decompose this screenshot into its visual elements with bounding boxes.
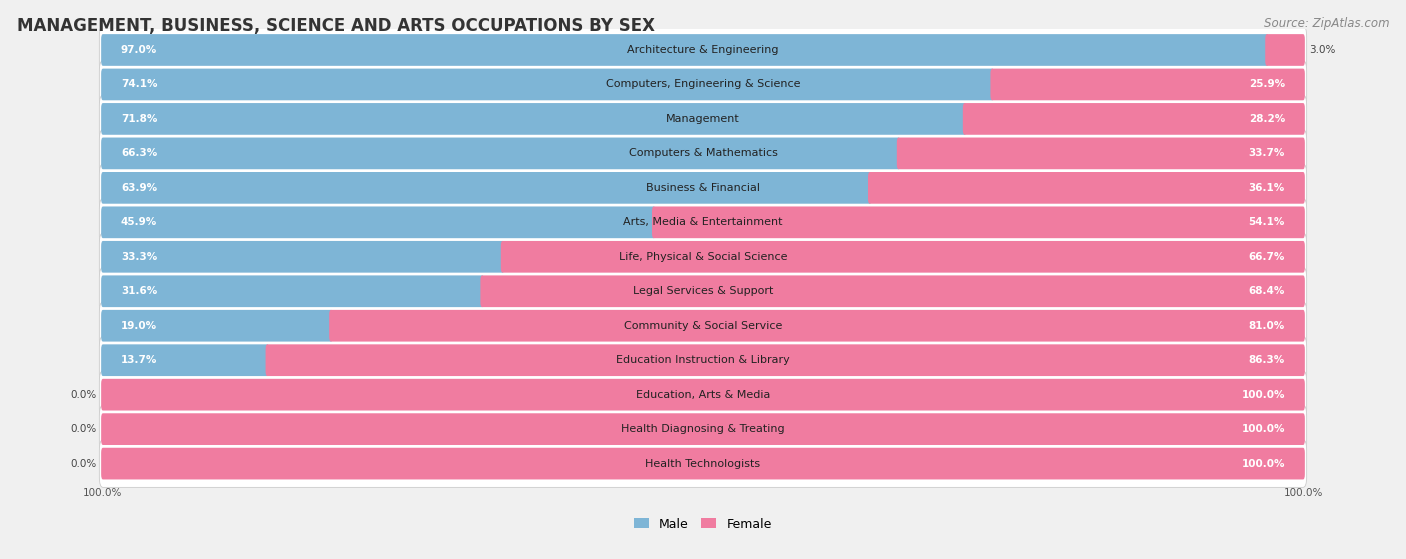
FancyBboxPatch shape — [100, 95, 1306, 143]
Legend: Male, Female: Male, Female — [631, 515, 775, 533]
FancyBboxPatch shape — [100, 198, 1306, 246]
Text: Management: Management — [666, 114, 740, 124]
Text: 0.0%: 0.0% — [70, 458, 97, 468]
Text: 81.0%: 81.0% — [1249, 321, 1285, 331]
Text: 100.0%: 100.0% — [1241, 458, 1285, 468]
Text: 74.1%: 74.1% — [121, 79, 157, 89]
Text: Architecture & Engineering: Architecture & Engineering — [627, 45, 779, 55]
FancyBboxPatch shape — [101, 310, 333, 342]
Text: 54.1%: 54.1% — [1249, 217, 1285, 228]
FancyBboxPatch shape — [100, 302, 1306, 349]
Text: 3.0%: 3.0% — [1309, 45, 1336, 55]
Text: 0.0%: 0.0% — [70, 424, 97, 434]
Text: 68.4%: 68.4% — [1249, 286, 1285, 296]
Text: 100.0%: 100.0% — [1284, 489, 1323, 499]
FancyBboxPatch shape — [101, 344, 269, 376]
Text: 86.3%: 86.3% — [1249, 355, 1285, 365]
Text: 45.9%: 45.9% — [121, 217, 157, 228]
FancyBboxPatch shape — [100, 337, 1306, 384]
Text: Computers, Engineering & Science: Computers, Engineering & Science — [606, 79, 800, 89]
FancyBboxPatch shape — [101, 448, 1305, 480]
FancyBboxPatch shape — [101, 138, 900, 169]
Text: Arts, Media & Entertainment: Arts, Media & Entertainment — [623, 217, 783, 228]
Text: Education Instruction & Library: Education Instruction & Library — [616, 355, 790, 365]
Text: 13.7%: 13.7% — [121, 355, 157, 365]
Text: Education, Arts & Media: Education, Arts & Media — [636, 390, 770, 400]
Text: 31.6%: 31.6% — [121, 286, 157, 296]
FancyBboxPatch shape — [990, 69, 1305, 100]
FancyBboxPatch shape — [100, 164, 1306, 212]
Text: 66.3%: 66.3% — [121, 148, 157, 158]
FancyBboxPatch shape — [329, 310, 1305, 342]
FancyBboxPatch shape — [652, 206, 1305, 238]
Text: 19.0%: 19.0% — [121, 321, 157, 331]
FancyBboxPatch shape — [100, 405, 1306, 453]
Text: 33.7%: 33.7% — [1249, 148, 1285, 158]
Text: Life, Physical & Social Science: Life, Physical & Social Science — [619, 252, 787, 262]
FancyBboxPatch shape — [897, 138, 1305, 169]
FancyBboxPatch shape — [101, 413, 1305, 445]
FancyBboxPatch shape — [100, 61, 1306, 108]
FancyBboxPatch shape — [101, 276, 484, 307]
Text: Source: ZipAtlas.com: Source: ZipAtlas.com — [1264, 17, 1389, 30]
FancyBboxPatch shape — [963, 103, 1305, 135]
Text: 100.0%: 100.0% — [1241, 390, 1285, 400]
Text: 25.9%: 25.9% — [1249, 79, 1285, 89]
FancyBboxPatch shape — [1265, 34, 1305, 66]
FancyBboxPatch shape — [868, 172, 1305, 203]
FancyBboxPatch shape — [100, 267, 1306, 315]
FancyBboxPatch shape — [100, 440, 1306, 487]
FancyBboxPatch shape — [266, 344, 1305, 376]
FancyBboxPatch shape — [100, 130, 1306, 177]
FancyBboxPatch shape — [481, 276, 1305, 307]
Text: 66.7%: 66.7% — [1249, 252, 1285, 262]
FancyBboxPatch shape — [101, 172, 872, 203]
Text: Health Technologists: Health Technologists — [645, 458, 761, 468]
FancyBboxPatch shape — [100, 371, 1306, 419]
FancyBboxPatch shape — [100, 26, 1306, 74]
Text: Community & Social Service: Community & Social Service — [624, 321, 782, 331]
Text: Business & Financial: Business & Financial — [645, 183, 761, 193]
FancyBboxPatch shape — [101, 34, 1268, 66]
Text: 0.0%: 0.0% — [70, 390, 97, 400]
FancyBboxPatch shape — [101, 206, 655, 238]
Text: 100.0%: 100.0% — [83, 489, 122, 499]
FancyBboxPatch shape — [101, 241, 505, 273]
Text: MANAGEMENT, BUSINESS, SCIENCE AND ARTS OCCUPATIONS BY SEX: MANAGEMENT, BUSINESS, SCIENCE AND ARTS O… — [17, 17, 655, 35]
Text: Computers & Mathematics: Computers & Mathematics — [628, 148, 778, 158]
FancyBboxPatch shape — [101, 103, 966, 135]
Text: 33.3%: 33.3% — [121, 252, 157, 262]
FancyBboxPatch shape — [101, 69, 994, 100]
Text: 63.9%: 63.9% — [121, 183, 157, 193]
Text: 36.1%: 36.1% — [1249, 183, 1285, 193]
Text: 71.8%: 71.8% — [121, 114, 157, 124]
Text: Health Diagnosing & Treating: Health Diagnosing & Treating — [621, 424, 785, 434]
Text: 100.0%: 100.0% — [1241, 424, 1285, 434]
Text: 97.0%: 97.0% — [121, 45, 157, 55]
FancyBboxPatch shape — [100, 233, 1306, 281]
Text: 28.2%: 28.2% — [1249, 114, 1285, 124]
Text: Legal Services & Support: Legal Services & Support — [633, 286, 773, 296]
FancyBboxPatch shape — [501, 241, 1305, 273]
FancyBboxPatch shape — [101, 379, 1305, 410]
